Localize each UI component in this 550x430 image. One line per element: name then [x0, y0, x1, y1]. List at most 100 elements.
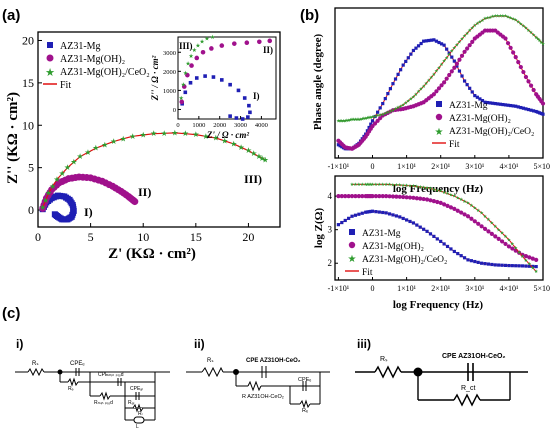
modulus-point: [377, 210, 381, 214]
phase-point: [457, 69, 462, 73]
inset-point: [228, 82, 232, 87]
inductor-l-i: [133, 416, 145, 424]
phase-point: ★: [424, 81, 429, 87]
phase-point: ★: [343, 118, 348, 124]
phase-point: [367, 125, 371, 130]
panel-c-label: (c): [2, 305, 20, 322]
inset-xtick-label: 1000: [192, 122, 205, 129]
phase-point: [455, 64, 459, 68]
modulus-point: ★: [365, 182, 370, 188]
phase-legend-fit: Fit: [449, 140, 460, 150]
phase-point: [383, 96, 387, 101]
modulus-point: ★: [493, 224, 498, 230]
phase-point: [519, 105, 523, 110]
modulus-xtick-label: 5×10¹: [534, 284, 550, 293]
modulus-point: [373, 194, 379, 199]
modulus-point: [401, 194, 406, 200]
modulus-point: [459, 210, 464, 215]
modulus-point: [482, 226, 488, 231]
nyquist-point: ★: [255, 152, 262, 161]
phase-point: ★: [396, 105, 401, 111]
nyquist-point: [51, 211, 58, 218]
phase-point: [478, 97, 482, 101]
modulus-point: [365, 210, 369, 214]
phase-point: ★: [470, 26, 475, 32]
modulus-point: [490, 262, 494, 267]
modulus-point: [356, 194, 361, 199]
modulus-point: [428, 198, 433, 203]
phase-point: [521, 69, 526, 75]
phase-point: ★: [511, 17, 516, 23]
modulus-point: ★: [527, 262, 532, 268]
label-rs-i: Rₛ: [32, 361, 39, 367]
phase-point: [424, 39, 428, 43]
inset-point: ★: [181, 81, 186, 88]
inset-ylabel: Z'' / Ω · cm²: [150, 55, 160, 101]
phase-point: [524, 107, 528, 111]
modulus-point: ★: [404, 183, 409, 189]
inset-xtick-label: 3000: [234, 122, 247, 129]
modulus-point: [530, 256, 535, 261]
modulus-point: [493, 263, 497, 267]
inset-point: ★: [183, 70, 188, 77]
resistor-rct-iii: [453, 393, 481, 407]
modulus-point: ★: [520, 254, 525, 260]
modulus-point: ★: [421, 185, 426, 191]
label-l-i: L: [136, 424, 139, 430]
nyquist-xtick-label: 20: [242, 230, 254, 244]
modulus-point: [520, 264, 525, 268]
phase-point: ★: [406, 99, 411, 105]
phase-point: ★: [345, 118, 350, 124]
phase-point: [411, 48, 416, 53]
nyquist-frame: [37, 31, 281, 228]
phase-point: ★: [416, 89, 421, 95]
modulus-legend: AZ31-Mg AZ31-Mg(OH)₂ ★ AZ31-Mg(OH)₂/CeO₂…: [345, 229, 447, 278]
modulus-point: ★: [466, 200, 471, 206]
modulus-point: [346, 194, 351, 199]
modulus-point: [414, 196, 419, 201]
inset-point: [236, 88, 241, 93]
modulus-point: ★: [469, 203, 474, 209]
phase-point: ★: [429, 75, 434, 81]
phase-point: ★: [398, 104, 403, 110]
label-rct-iii: R_ct: [461, 385, 475, 392]
phase-xtick-label: 4×10¹: [499, 162, 519, 171]
inset-point: ★: [204, 36, 209, 43]
inset-xlabel: Z' / Ω · cm²: [206, 130, 249, 140]
phase-point: [436, 86, 442, 91]
phase-point: [491, 101, 495, 105]
nyquist-ylabel: Z'' (KΩ · cm²): [5, 92, 21, 184]
modulus-point: ★: [367, 182, 372, 188]
phase-point: ★: [409, 97, 414, 103]
resistor-re-i: [67, 377, 79, 387]
phase-point: ★: [336, 118, 341, 124]
phase-point: [539, 111, 543, 116]
modulus-point: [380, 194, 385, 199]
modulus-point: [496, 236, 501, 242]
phase-point: [432, 38, 436, 42]
phase-point: ★: [460, 36, 465, 42]
modulus-point: [397, 194, 402, 199]
mod-legend-oh: AZ31-Mg(OH)₂: [362, 241, 424, 252]
phase-ylabel: Phase angle (degree): [312, 34, 324, 131]
phase-legend-mg: AZ31-Mg: [449, 101, 488, 111]
modulus-point: [340, 220, 344, 225]
nyquist-legend: AZ31-Mg AZ31-Mg(OH)₂ ★ AZ31-Mg(OH)₂/CeO₂…: [43, 41, 150, 91]
label-cpecoat-iii: CPE AZ31OH-CeO₂: [442, 353, 506, 360]
phase-point: [396, 72, 400, 76]
modulus-point: [503, 263, 508, 268]
phase-point: [427, 38, 431, 43]
phase-point: [457, 57, 462, 62]
modulus-point: [394, 194, 399, 199]
modulus-ytick-label: 2: [328, 258, 333, 268]
modulus-point: [369, 209, 373, 214]
phase-point: [473, 94, 477, 98]
modulus-point: ★: [510, 242, 515, 248]
phase-point: [439, 42, 444, 46]
inset-point: [185, 72, 190, 78]
phase-point: [470, 39, 475, 44]
circuit-iii-label: iii): [357, 337, 371, 351]
phase-point: [372, 121, 378, 126]
phase-point: [375, 118, 380, 123]
label-rmin-i: Rₘᵢₙ ₚᵣₒd: [94, 400, 113, 406]
